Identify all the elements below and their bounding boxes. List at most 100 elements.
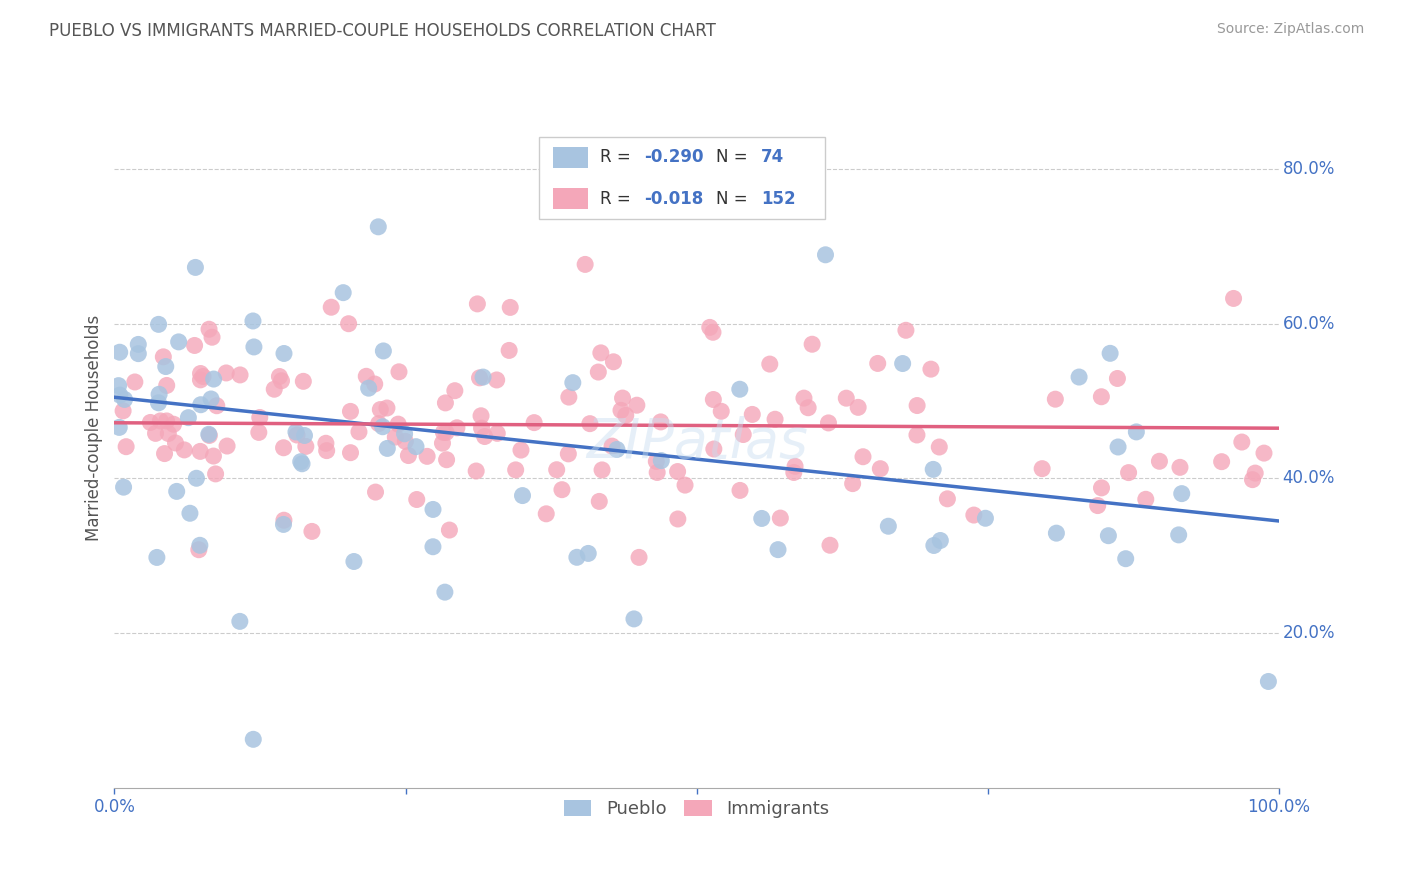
Point [247,425,270,440]
Point [468,371,491,385]
Point [512,489,534,503]
Point [112,404,135,418]
Point [614,409,637,423]
Point [156,378,179,392]
Point [905,399,928,413]
Point [315,443,337,458]
Point [107,378,129,392]
Point [1241,473,1264,487]
Point [332,285,354,300]
Point [396,449,419,463]
Point [602,355,624,369]
Point [486,426,509,441]
Text: 152: 152 [761,190,796,208]
Point [337,317,360,331]
Text: -0.290: -0.290 [644,148,704,166]
Point [498,343,520,358]
Point [797,401,820,415]
Point [394,426,416,441]
Point [841,476,863,491]
Point [922,462,945,476]
Point [1097,529,1119,543]
Point [217,439,239,453]
Point [229,368,252,382]
Point [108,345,131,359]
Point [600,439,623,453]
Point [179,506,201,520]
Point [974,511,997,525]
Point [558,390,581,404]
Point [576,546,599,560]
Point [894,323,917,337]
Point [588,365,610,379]
Point [433,585,456,599]
Point [1067,370,1090,384]
Point [375,442,398,456]
Point [364,485,387,500]
Point [416,450,439,464]
Point [1045,392,1067,407]
Point [606,442,628,457]
Point [190,373,212,387]
Point [1135,492,1157,507]
Point [387,417,409,431]
Point [1253,446,1275,460]
Point [702,392,724,407]
Point [470,409,492,423]
Point [869,461,891,475]
Point [499,301,522,315]
Point [290,455,312,469]
Text: N =: N = [717,190,754,208]
Point [198,322,221,336]
Point [703,442,725,456]
Text: 20.0%: 20.0% [1282,624,1334,642]
Point [733,427,755,442]
Point [432,436,454,450]
Text: R =: R = [600,190,636,208]
Point [817,416,839,430]
Point [783,459,806,474]
Point [929,533,952,548]
Point [465,464,488,478]
Point [294,428,316,442]
Point [201,330,224,344]
Point [149,414,172,428]
Point [728,382,751,396]
Point [793,391,815,405]
Point [198,427,221,442]
Point [162,417,184,432]
Point [588,494,610,508]
Point [202,372,225,386]
Point [505,463,527,477]
Point [610,403,633,417]
Point [741,408,763,422]
Point [273,441,295,455]
Point [347,425,370,439]
Point [204,467,226,481]
Point [1170,486,1192,500]
Point [612,391,634,405]
Point [818,538,841,552]
Point [370,402,392,417]
Point [186,471,208,485]
Point [579,417,602,431]
Point [183,338,205,352]
Point [242,314,264,328]
Point [198,428,221,442]
Point [702,326,724,340]
Point [167,334,190,349]
Point [434,425,457,440]
Point [1087,499,1109,513]
Point [801,337,824,351]
Point [1149,454,1171,468]
Point [373,343,395,358]
Point [269,369,291,384]
Point [628,550,651,565]
Point [108,420,131,434]
Point [467,297,489,311]
Point [108,388,131,402]
Y-axis label: Married-couple Households: Married-couple Households [86,315,103,541]
Point [367,219,389,234]
Point [155,359,177,374]
Point [589,346,612,360]
